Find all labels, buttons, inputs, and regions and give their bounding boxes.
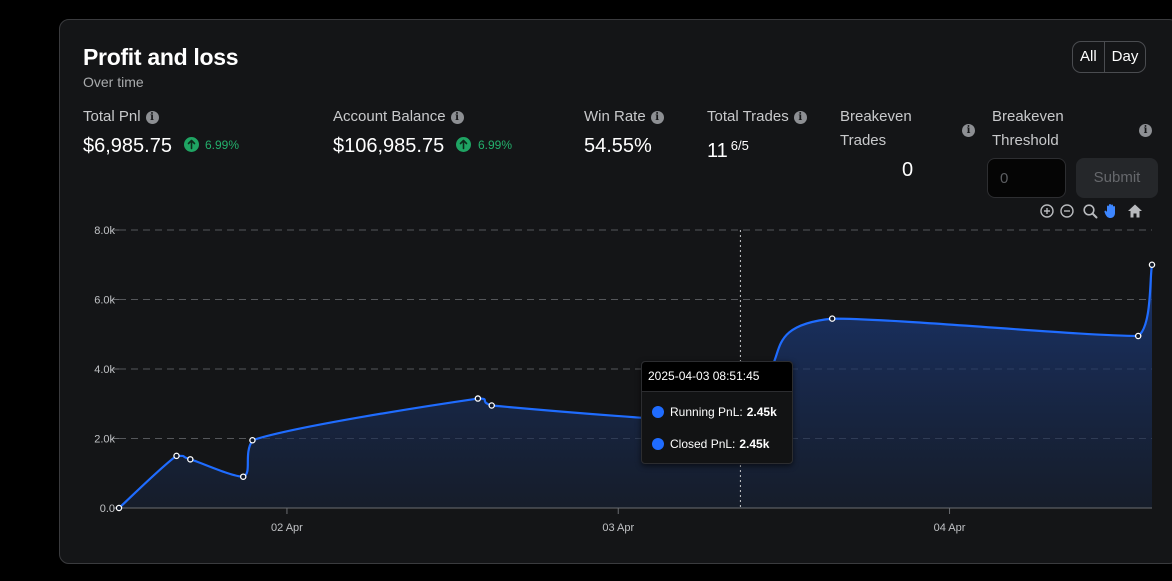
tooltip-running-value: 2.45k [746, 405, 777, 419]
total-trades-label: Total Trades [707, 108, 789, 125]
data-point[interactable] [1148, 261, 1156, 268]
breakeven-trades-label-line2: Trades [840, 132, 887, 149]
info-icon[interactable]: i [962, 124, 975, 137]
series-marker-icon [652, 406, 664, 418]
breakeven-threshold-label-line2: Threshold [992, 132, 1059, 149]
arrow-up-icon [456, 137, 471, 152]
y-tick-label: 6.0k [94, 295, 115, 307]
tooltip-closed-value: 2.45k [739, 437, 770, 451]
range-day-button[interactable]: Day [1103, 42, 1146, 72]
win-rate-value: 54.55% [584, 135, 652, 157]
data-point[interactable] [828, 315, 836, 322]
info-icon[interactable]: i [650, 111, 664, 124]
tooltip-running-label: Running PnL: [670, 405, 743, 419]
data-point[interactable] [187, 456, 194, 463]
win-rate-label: Win Rate [584, 108, 646, 125]
data-point[interactable] [474, 395, 482, 402]
series-marker-icon [652, 438, 664, 450]
total-trades-value: 11 [707, 140, 728, 162]
pnl-area [119, 264, 1152, 508]
account-balance-label-group: Account Balance i [333, 105, 464, 129]
y-tick-label: 4.0k [94, 364, 115, 376]
breakeven-threshold-label: Breakeven Threshold [992, 105, 1064, 153]
zoom-out-icon[interactable] [1058, 201, 1076, 221]
y-tick-label: 2.0k [94, 434, 115, 446]
win-rate-label-group: Win Rate i [584, 105, 664, 129]
breakeven-threshold-label-line1: Breakeven [992, 108, 1064, 125]
tooltip-row-running: Running PnL: 2.45k [652, 404, 777, 420]
data-point[interactable] [249, 436, 256, 444]
info-icon[interactable]: i [145, 111, 159, 124]
total-pnl-value: $6,985.75 [83, 135, 172, 157]
total-trades-ratio: 6/5 [730, 138, 749, 153]
x-tick-label: 03 Apr [602, 522, 634, 534]
data-point[interactable] [488, 402, 495, 409]
total-pnl-label-group: Total Pnl i [83, 105, 159, 129]
data-point[interactable] [1134, 332, 1142, 340]
tooltip-row-closed: Closed PnL: 2.45k [652, 436, 769, 452]
breakeven-threshold-input[interactable] [987, 158, 1066, 198]
home-reset-icon[interactable] [1126, 201, 1144, 221]
total-trades-value-group: 11 6/5 [707, 134, 749, 163]
page-title: Profit and loss [83, 44, 239, 70]
account-balance-change: 6.99% [478, 138, 513, 152]
data-point[interactable] [173, 452, 180, 460]
tooltip-date: 2025-04-03 08:51:45 [642, 362, 792, 392]
breakeven-trades-value: 0 [902, 159, 914, 181]
account-balance-value: $106,985.75 [333, 135, 445, 157]
submit-button[interactable]: Submit [1076, 158, 1158, 198]
data-point[interactable] [115, 504, 123, 512]
pan-hand-icon[interactable] [1102, 201, 1120, 221]
x-tick-label: 04 Apr [934, 522, 966, 534]
tooltip-closed-label: Closed PnL: [670, 437, 736, 451]
account-balance-label: Account Balance [333, 108, 446, 125]
info-icon[interactable]: i [1139, 124, 1152, 137]
info-icon[interactable]: i [450, 111, 464, 124]
total-trades-label-group: Total Trades i [707, 105, 807, 129]
range-toggle: All Day [1072, 41, 1147, 73]
y-tick-label: 8.0k [94, 225, 115, 237]
breakeven-trades-label-line1: Breakeven [840, 108, 912, 125]
arrow-up-icon [184, 137, 199, 152]
info-icon[interactable]: i [793, 111, 807, 124]
total-pnl-label: Total Pnl [83, 108, 141, 125]
zoom-in-icon[interactable] [1038, 201, 1056, 221]
range-all-button[interactable]: All [1080, 48, 1097, 65]
zoom-select-icon[interactable] [1081, 201, 1099, 221]
chart-tooltip: 2025-04-03 08:51:45 Running PnL: 2.45k Cl… [641, 361, 793, 464]
pnl-series-line [118, 264, 1154, 509]
total-pnl-change: 6.99% [205, 138, 240, 152]
breakeven-trades-label: Breakeven Trades [840, 105, 912, 153]
data-point[interactable] [239, 473, 247, 480]
page-subtitle: Over time [83, 74, 144, 90]
x-tick-label: 02 Apr [271, 522, 303, 534]
y-tick-label: 0.0 [100, 503, 115, 515]
